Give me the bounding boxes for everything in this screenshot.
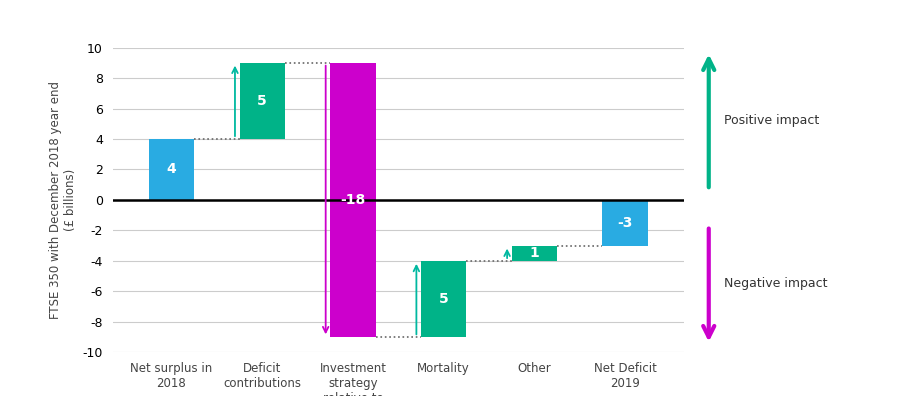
Y-axis label: FTSE 350 with December 2018 year end
(£ billions): FTSE 350 with December 2018 year end (£ …	[49, 81, 76, 319]
Bar	[148, 139, 194, 200]
Bar	[239, 63, 285, 139]
Bar	[511, 246, 557, 261]
Text: Negative impact: Negative impact	[724, 277, 828, 289]
Bar	[421, 261, 466, 337]
Bar	[330, 63, 375, 337]
Text: Positive impact: Positive impact	[724, 114, 820, 127]
Text: 5: 5	[257, 94, 267, 108]
Text: 5: 5	[438, 292, 448, 306]
Text: 1: 1	[529, 246, 539, 260]
Text: 4: 4	[166, 162, 176, 177]
Bar	[602, 200, 648, 246]
Text: -18: -18	[340, 193, 365, 207]
Text: -3: -3	[617, 216, 633, 230]
